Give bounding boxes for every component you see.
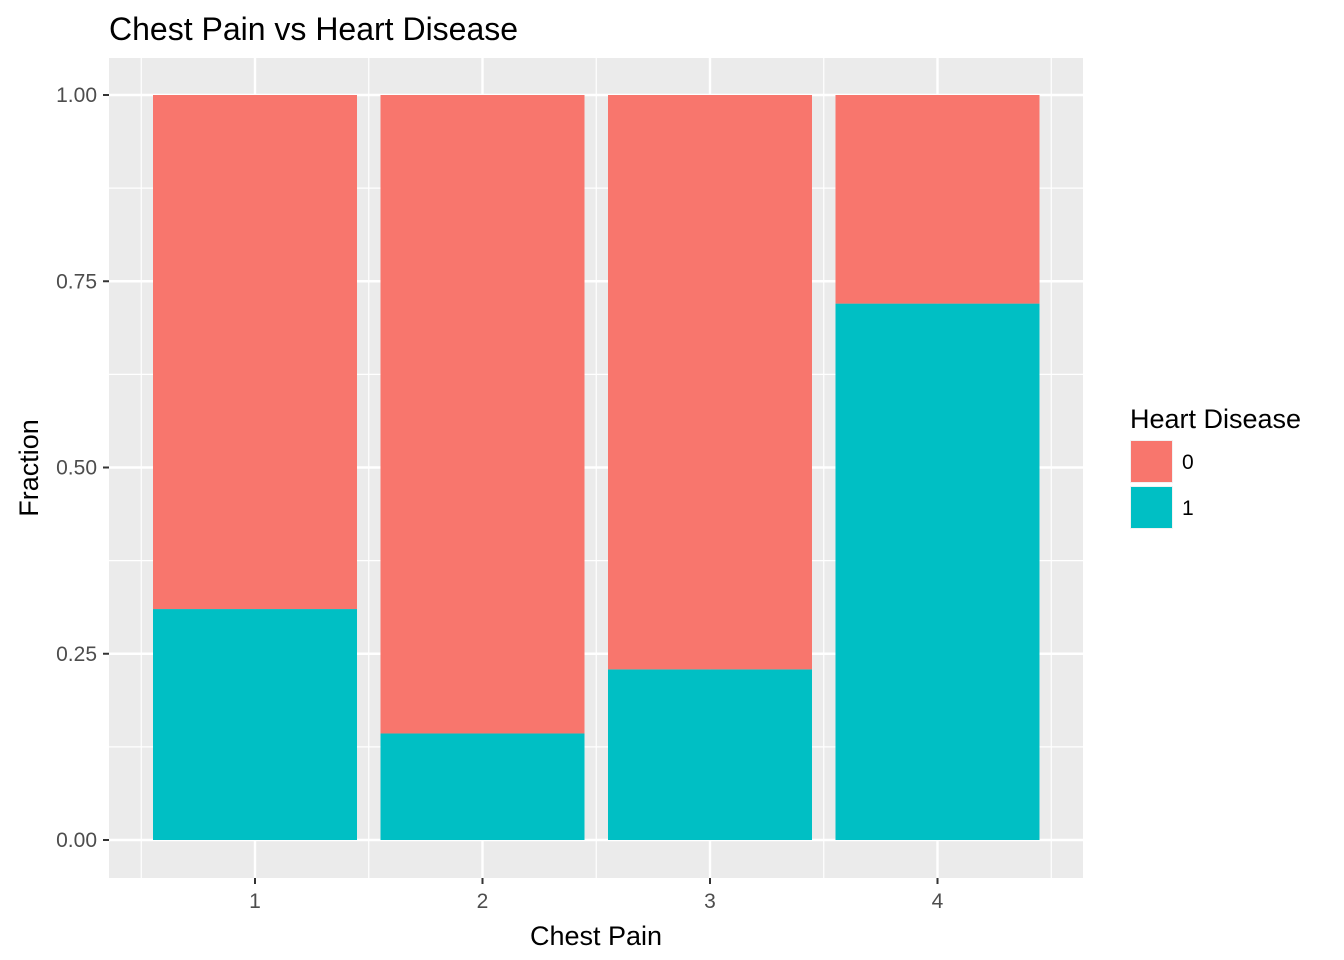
y-tick-label: 0.75 — [56, 270, 97, 293]
y-tick-label: 0.00 — [56, 829, 97, 852]
y-tick-label: 0.25 — [56, 643, 97, 666]
legend-label-1: 1 — [1182, 497, 1194, 520]
legend-key-0 — [1131, 441, 1172, 482]
bar-segment-2-series-0 — [380, 95, 585, 734]
plot-panel — [109, 58, 1083, 878]
y-tick-label: 0.50 — [56, 457, 97, 480]
bar-segment-4-series-1 — [835, 303, 1040, 841]
legend-label-0: 0 — [1182, 451, 1194, 474]
bar-segment-3-series-0 — [608, 95, 812, 670]
legend-key-1 — [1131, 487, 1172, 528]
x-tick-label: 4 — [932, 890, 944, 913]
bar-segment-2-series-1 — [380, 733, 585, 840]
y-axis-title: Fraction — [14, 419, 44, 517]
bar-segment-1-series-0 — [153, 95, 357, 610]
y-tick-label: 1.00 — [56, 84, 97, 107]
bar-segment-1-series-1 — [153, 609, 357, 840]
legend-items: 01 — [1130, 440, 1194, 529]
legend-title: Heart Disease — [1130, 404, 1301, 434]
legend: Heart Disease 01 — [1130, 404, 1301, 529]
x-tick-label: 2 — [477, 890, 489, 913]
x-axis-title: Chest Pain — [530, 921, 662, 951]
x-tick-label: 1 — [249, 890, 261, 913]
bar-segment-3-series-1 — [608, 669, 812, 840]
bars — [153, 95, 1040, 841]
chart-title: Chest Pain vs Heart Disease — [109, 11, 518, 47]
bar-segment-4-series-0 — [835, 95, 1040, 304]
x-axis: 1 2 3 4 — [249, 878, 944, 913]
y-axis: 0.00 0.25 0.50 0.75 1.00 — [56, 84, 109, 852]
x-tick-label: 3 — [704, 890, 716, 913]
